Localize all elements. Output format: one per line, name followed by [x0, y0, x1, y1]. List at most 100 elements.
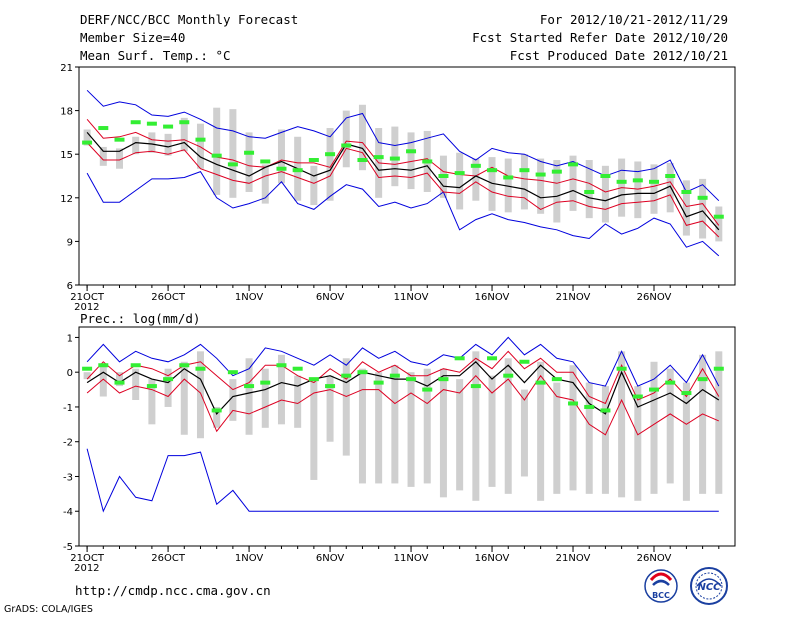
- spread-box: [99, 365, 107, 397]
- observed-marker: [697, 377, 708, 382]
- observed-marker: [179, 120, 190, 125]
- x-tick-label: 16NOV: [475, 292, 510, 303]
- spread-box: [358, 104, 366, 171]
- spread-box: [342, 110, 350, 168]
- y-tick-label: -3: [63, 472, 73, 483]
- spread-box: [326, 375, 334, 442]
- observed-marker: [438, 377, 449, 382]
- y-tick-label: 18: [60, 107, 73, 118]
- observed-marker: [665, 174, 676, 178]
- spread-box: [537, 158, 545, 214]
- spread-box: [132, 136, 140, 155]
- spread-box: [245, 132, 253, 192]
- observed-marker: [406, 149, 417, 154]
- spread-box: [618, 351, 626, 498]
- spread-box: [148, 132, 156, 153]
- spread-box: [294, 375, 302, 428]
- observed-marker: [649, 179, 660, 184]
- observed-marker: [454, 171, 465, 176]
- spread-box: [650, 164, 658, 214]
- observed-marker: [341, 143, 352, 148]
- y-tick-label: -5: [63, 542, 73, 553]
- spread-box: [601, 165, 609, 223]
- series-max-line: [86, 89, 720, 202]
- observed-marker: [357, 370, 368, 375]
- y-tick-label: -2: [63, 438, 73, 449]
- observed-marker: [114, 380, 125, 385]
- observed-marker: [487, 168, 498, 173]
- observed-marker: [308, 377, 319, 382]
- panel-2: -5 -4 -3 -2 -1 0 1 21OCT 26OCT 1NOV 6NOV 11NOV 16NOV…: [63, 311, 736, 574]
- observed-marker: [244, 384, 255, 389]
- spread-box: [115, 148, 123, 169]
- spread-box: [666, 162, 674, 213]
- observed-marker: [146, 384, 157, 389]
- spread-box: [472, 158, 480, 201]
- series-upper-line: [86, 118, 720, 226]
- observed-marker: [292, 168, 303, 173]
- series-max-line: [86, 336, 720, 387]
- series-lower-line: [86, 374, 719, 436]
- spread-box: [358, 368, 366, 484]
- x-tick-label: 21NOV: [556, 553, 591, 564]
- spread-box: [391, 126, 399, 187]
- x-tick-label: 21NOV: [556, 292, 591, 303]
- grads-credit: GrADS: COLA/IGES: [4, 604, 93, 615]
- x-tick-label: 26NOV: [637, 553, 672, 564]
- observed-marker: [244, 150, 255, 155]
- spread-box: [456, 379, 464, 491]
- observed-marker: [535, 172, 546, 177]
- y-tick-label: 0: [67, 368, 73, 379]
- observed-marker: [357, 158, 368, 163]
- observed-marker: [211, 408, 222, 413]
- spread-box: [699, 354, 707, 494]
- spread-box: [196, 123, 204, 169]
- observed-marker: [308, 158, 319, 163]
- observed-marker: [195, 137, 206, 142]
- spread-box: [164, 368, 172, 407]
- observed-marker: [535, 380, 546, 385]
- y-tick-label: 15: [60, 150, 73, 161]
- observed-marker: [503, 175, 514, 180]
- x-year-label: 2012: [74, 302, 99, 313]
- spread-box: [520, 389, 528, 477]
- spread-box: [682, 382, 690, 501]
- spread-box: [229, 379, 237, 421]
- observed-marker: [325, 384, 336, 389]
- observed-marker: [389, 373, 400, 378]
- spread-box: [180, 117, 188, 152]
- observed-marker: [616, 366, 627, 371]
- spread-box: [277, 129, 285, 184]
- x-tick-label: 21OCT: [70, 553, 105, 564]
- spread-box: [375, 372, 383, 484]
- observed-marker: [260, 159, 271, 164]
- observed-marker: [292, 366, 303, 371]
- observed-marker: [325, 152, 336, 157]
- spread-box: [439, 368, 447, 498]
- panel-title: Prec.: log(mm/d): [80, 311, 200, 326]
- source-url[interactable]: http://cmdp.ncc.cma.gov.cn: [75, 583, 271, 598]
- y-tick-label: -1: [63, 403, 73, 414]
- spread-box: [666, 368, 674, 484]
- spread-box: [423, 368, 431, 484]
- observed-marker: [584, 404, 595, 409]
- observed-marker: [697, 195, 708, 200]
- spread-box: [585, 382, 593, 494]
- spread-box: [520, 154, 528, 210]
- spread-box: [180, 361, 188, 435]
- x-year-label: 2012: [74, 563, 99, 574]
- spread-box: [472, 351, 480, 501]
- observed-marker: [373, 380, 384, 385]
- spread-box: [310, 379, 318, 480]
- observed-marker: [163, 124, 174, 129]
- spread-box: [601, 386, 609, 494]
- spread-box: [310, 165, 318, 206]
- spread-box: [132, 368, 140, 400]
- observed-marker: [632, 178, 643, 183]
- observed-marker: [470, 163, 481, 168]
- observed-marker: [519, 168, 530, 173]
- forecast-period: For 2012/10/21-2012/11/29: [539, 12, 728, 27]
- y-tick-label: -4: [63, 507, 73, 518]
- spread-box: [196, 351, 204, 439]
